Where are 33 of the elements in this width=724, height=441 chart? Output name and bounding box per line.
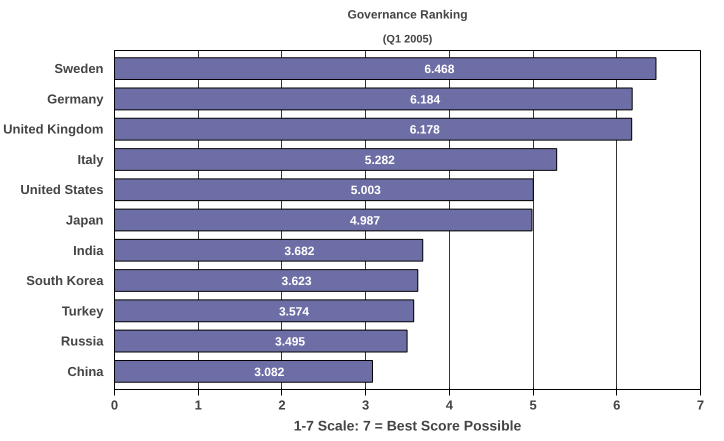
y-tick-label: Sweden <box>54 61 104 76</box>
data-label: 3.574 <box>279 304 310 318</box>
data-label: 3.082 <box>254 364 285 379</box>
y-tick-label: United States <box>20 182 104 198</box>
data-label: 6.178 <box>410 122 440 137</box>
data-label: 6.184 <box>410 92 440 106</box>
y-tick-label: China <box>67 364 104 379</box>
x-tick-label: 1 <box>194 398 202 412</box>
x-tick-label: 0 <box>110 398 118 412</box>
y-tick-label: Germany <box>47 91 104 106</box>
chart-title: Governance Ranking <box>347 8 468 22</box>
x-tick-label: 2 <box>278 398 286 412</box>
data-label: 3.682 <box>284 244 315 258</box>
data-label: 4.987 <box>350 214 380 228</box>
chart-subtitle: (Q1 2005) <box>382 34 433 46</box>
x-tick-label: 3 <box>362 398 370 412</box>
y-tick-label: Russia <box>60 334 104 349</box>
y-tick-label: United Kingdom <box>3 122 104 137</box>
y-tick-label: Japan <box>66 212 104 228</box>
x-tick-label: 5 <box>529 398 537 412</box>
y-tick-label: India <box>73 242 104 258</box>
y-tick-label: Italy <box>77 152 104 167</box>
data-label: 5.282 <box>364 152 396 167</box>
x-tick-label: 7 <box>696 398 704 412</box>
x-tick-label: 4 <box>446 398 454 412</box>
data-label: 3.623 <box>281 274 312 288</box>
y-tick-label: South Korea <box>26 273 104 288</box>
data-label: 5.003 <box>350 183 382 198</box>
x-tick-label: 6 <box>613 398 620 412</box>
x-axis-title: 1-7 Scale: 7 = Best Score Possible <box>294 418 522 434</box>
y-tick-label: Turkey <box>62 303 104 318</box>
data-label: 3.495 <box>275 334 306 349</box>
data-label: 6.468 <box>424 62 455 76</box>
